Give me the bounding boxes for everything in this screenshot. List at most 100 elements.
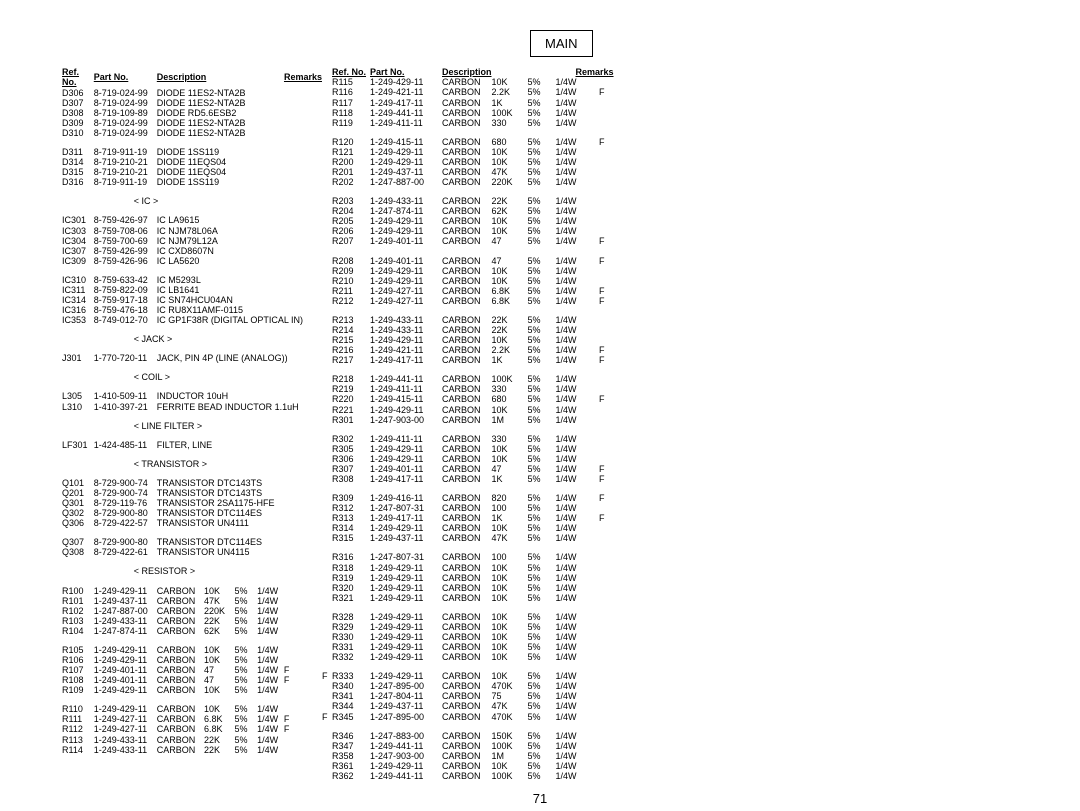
table-row: R1121-249-427-11CARBON6.8K5%1/4WF [62, 724, 322, 734]
table-row: Q2018-729-900-74TRANSISTOR DTC143TS [62, 488, 322, 498]
table-row: R1111-249-427-11CARBON6.8K5%1/4WF [62, 714, 322, 724]
table-row: IC3108-759-633-42IC M5293L [62, 275, 322, 285]
table-row [322, 306, 614, 315]
table-row: R2021-247-887-00CARBON220K5%1/4W [322, 177, 614, 187]
table-row: IC3048-759-700-69IC NJM79L12A [62, 236, 322, 246]
table-row: IC3118-759-822-09IC LB1641 [62, 285, 322, 295]
table-row [322, 662, 614, 671]
table-row [322, 722, 614, 731]
table-row: R3081-249-417-11CARBON1K5%1/4WF [322, 474, 614, 484]
table-row: LF3011-424-485-11FILTER, LINE [62, 440, 322, 450]
table-row: R2121-249-427-11CARBON6.8K5%1/4WF [322, 296, 614, 306]
right-header: Ref. No. Part No. Description Remarks [322, 67, 614, 77]
table-row: D3078-719-024-99DIODE 11ES2-NTA2B [62, 98, 322, 108]
table-row: R3141-249-429-11CARBON10K5%1/4W [322, 523, 614, 533]
table-row: IC3168-759-476-18IC RU8X11AMF-0115 [62, 305, 322, 315]
table-row: R3281-249-429-11CARBON10K5%1/4W [322, 612, 614, 622]
table-row: FR3451-247-895-00CARBON470K5%1/4W [322, 712, 614, 722]
table-row: R2061-249-429-11CARBON10K5%1/4W [322, 226, 614, 236]
table-row: L3051-410-509-11INDUCTOR 10uH [62, 391, 322, 401]
table-row: R2081-249-401-11CARBON475%1/4WF [322, 256, 614, 266]
table-row: R1191-249-411-11CARBON3305%1/4W [322, 118, 614, 128]
table-row: R3461-247-883-00CARBON150K5%1/4W [322, 731, 614, 741]
table-row: R1101-249-429-11CARBON10K5%1/4W [62, 704, 322, 714]
table-row [62, 431, 322, 440]
table-row: R3611-249-429-11CARBON10K5%1/4W [322, 761, 614, 771]
table-row: R3211-249-429-11CARBON10K5%1/4W [322, 593, 614, 603]
hdr-ref: Ref. No. [62, 67, 94, 88]
table-row: R3151-249-437-11CARBON47K5%1/4W [322, 533, 614, 543]
table-row: IC3098-759-426-96IC LA5620 [62, 256, 322, 266]
table-row: R2011-249-437-11CARBON47K5%1/4W [322, 167, 614, 177]
table-row [62, 325, 322, 334]
table-row: R3581-247-903-00CARBON1M5%1/4W [322, 751, 614, 761]
table-row [62, 412, 322, 421]
table-row: R2211-249-429-11CARBON10K5%1/4W [322, 405, 614, 415]
table-row: R2041-247-874-11CARBON62K5%1/4W [322, 206, 614, 216]
table-row: R3011-247-903-00CARBON1M5%1/4W [322, 415, 614, 425]
table-row: D3068-719-024-99DIODE 11ES2-NTA2B [62, 88, 322, 98]
table-row: R2141-249-433-11CARBON22K5%1/4W [322, 325, 614, 335]
table-row: D3088-719-109-89DIODE RD5.6ESB2 [62, 108, 322, 118]
table-row [62, 138, 322, 147]
table-row [62, 469, 322, 478]
table-row [62, 528, 322, 537]
table-row [62, 363, 322, 372]
table-row: R3121-247-807-31CARBON1005%1/4W [322, 503, 614, 513]
table-row: R1151-249-429-11CARBON10K5%1/4W [322, 77, 614, 87]
table-row: Q1018-729-900-74TRANSISTOR DTC143TS [62, 478, 322, 488]
table-row [62, 695, 322, 704]
table-row: IC3078-759-426-99IC CXD8607N [62, 246, 322, 256]
table-row: IC3538-749-012-70IC GP1F38R (DIGITAL OPT… [62, 315, 322, 325]
table-row [62, 450, 322, 459]
table-row: Q3018-729-119-76TRANSISTOR 2SA1175-HFE [62, 498, 322, 508]
table-row: R1161-249-421-11CARBON2.2K5%1/4WF [322, 87, 614, 97]
table-row: R1211-249-429-11CARBON10K5%1/4W [322, 147, 614, 157]
table-row: Q3028-729-900-80TRANSISTOR DTC114ES [62, 508, 322, 518]
hdr-desc-r: Description [442, 67, 492, 77]
table-row: R3161-247-807-31CARBON1005%1/4W [322, 552, 614, 562]
table-row: L3101-410-397-21FERRITE BEAD INDUCTOR 1.… [62, 402, 322, 412]
table-row: R3071-249-401-11CARBON475%1/4WF [322, 464, 614, 474]
table-row: R2131-249-433-11CARBON22K5%1/4W [322, 315, 614, 325]
table-row: R3441-249-437-11CARBON47K5%1/4W [322, 701, 614, 711]
table-row: IC3018-759-426-97IC LA9615 [62, 215, 322, 225]
table-row: R1021-247-887-00CARBON220K5%1/4W [62, 606, 322, 616]
table-row: R3051-249-429-11CARBON10K5%1/4W [322, 444, 614, 454]
table-row: R3021-249-411-11CARBON3305%1/4W [322, 434, 614, 444]
table-row: R2051-249-429-11CARBON10K5%1/4W [322, 216, 614, 226]
table-row: R3291-249-429-11CARBON10K5%1/4W [322, 622, 614, 632]
hdr-part-r: Part No. [370, 67, 442, 77]
table-row: R3621-249-441-11CARBON100K5%1/4W [322, 771, 614, 781]
table-row: R2161-249-421-11CARBON2.2K5%1/4WF [322, 345, 614, 355]
left-table: Ref. No. Part No. Description Remarks D3… [62, 67, 322, 755]
table-row: R2001-249-429-11CARBON10K5%1/4W [322, 157, 614, 167]
table-row: R1181-249-441-11CARBON100K5%1/4W [322, 108, 614, 118]
hdr-remarks: Remarks [284, 67, 322, 88]
table-row: Q3078-729-900-80TRANSISTOR DTC114ES [62, 537, 322, 547]
table-row: D3148-719-210-21DIODE 11EQS04 [62, 157, 322, 167]
table-row: R1201-249-415-11CARBON6805%1/4WF [322, 137, 614, 147]
table-row: IC3038-759-708-06IC NJM78L06A [62, 226, 322, 236]
table-row: R3411-247-804-11CARBON755%1/4W [322, 691, 614, 701]
table-row [62, 636, 322, 645]
table-row [322, 187, 614, 196]
table-row: R3191-249-429-11CARBON10K5%1/4W [322, 573, 614, 583]
table-row: R3321-249-429-11CARBON10K5%1/4W [322, 652, 614, 662]
table-row: R1001-249-429-11CARBON10K5%1/4W [62, 586, 322, 596]
table-row: < LINE FILTER > [62, 421, 322, 431]
table-row: FR3331-249-429-11CARBON10K5%1/4W [322, 671, 614, 681]
table-row: < JACK > [62, 334, 322, 344]
table-row [62, 557, 322, 566]
hdr-ref-r: Ref. No. [332, 67, 370, 77]
table-row [322, 247, 614, 256]
table-row [322, 484, 614, 493]
table-row: R3181-249-429-11CARBON10K5%1/4W [322, 563, 614, 573]
table-row: R2201-249-415-11CARBON6805%1/4WF [322, 394, 614, 404]
table-row: < RESISTOR > [62, 566, 322, 576]
table-row [322, 603, 614, 612]
table-row [62, 382, 322, 391]
table-row: R1071-249-401-11CARBON475%1/4WF [62, 665, 322, 675]
table-row [62, 344, 322, 353]
right-table: Ref. No. Part No. Description Remarks R1… [322, 67, 614, 781]
